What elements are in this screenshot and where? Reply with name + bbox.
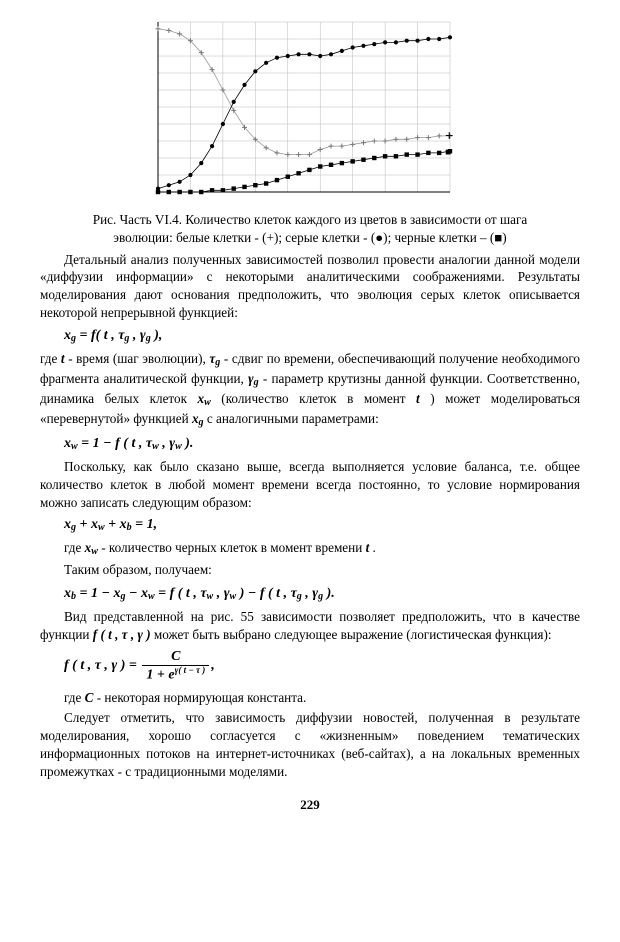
chart-figure: +■	[40, 14, 580, 209]
eq5-end: ,	[211, 658, 215, 673]
svg-text:+: +	[445, 127, 453, 143]
eq4-g: , γ	[302, 586, 318, 601]
eq2-sub2: w	[152, 441, 159, 452]
eq4-end: ).	[323, 586, 335, 601]
eq4-f: ) − f ( t , τ	[236, 586, 297, 601]
eq4-c-sub: w	[148, 591, 155, 602]
equation-4: xb = 1 − xg − xw = f ( t , τw , γw ) − f…	[64, 584, 580, 604]
eq2-x: x	[64, 436, 71, 451]
eq5-frac: C1 + eγ( t − τ )	[142, 649, 209, 682]
eq3-plus2: + x	[105, 517, 127, 532]
eq3-a: x	[64, 517, 71, 532]
w3a: где	[64, 540, 85, 555]
eq2-mid2: , γ	[159, 436, 175, 451]
equation-1: xg = f( t , τg , γg ),	[64, 326, 580, 346]
paragraph-3: Таким образом, получаем:	[64, 561, 580, 579]
w3b: - количество черных клеток в момент врем…	[98, 540, 366, 555]
w3c: .	[369, 540, 376, 555]
page-number: 229	[40, 797, 580, 813]
eq2-sub3: w	[175, 441, 182, 452]
figure-caption: Рис. Часть VI.4. Количество клеток каждо…	[40, 211, 580, 247]
w1e: (количество клеток в момент	[211, 391, 416, 406]
equation-2: xw = 1 − f ( t , τw , γw ).	[64, 434, 580, 454]
w1-xg: x	[192, 411, 199, 426]
caption-line1: Рис. Часть VI.4. Количество клеток каждо…	[93, 212, 528, 227]
equation-5: f ( t , τ , γ ) = C1 + eγ( t − τ ),	[64, 649, 580, 682]
eq5-den: 1 + eγ( t − τ )	[142, 666, 209, 683]
chart-svg: +■	[140, 14, 480, 204]
eq2-sub: w	[71, 441, 78, 452]
eq3-end: = 1,	[132, 517, 157, 532]
eq2-end: ).	[182, 436, 194, 451]
eq1-eq: = f	[76, 328, 96, 343]
paragraph-2: Поскольку, как было сказано выше, всегда…	[40, 458, 580, 511]
eq5-left: f ( t , τ , γ ) =	[64, 658, 140, 673]
eq1-close: ),	[151, 328, 163, 343]
where-5: где C - некоторая нормирующая константа.	[64, 689, 580, 707]
eq1-x: x	[64, 328, 71, 343]
eq4-a: x	[64, 586, 71, 601]
paragraph-5: Следует отметить, что зависимость диффуз…	[40, 709, 580, 780]
eq5-den-a: 1 + e	[146, 667, 174, 682]
eq3-b-sub: w	[98, 522, 105, 533]
eq1-args2: , γ	[129, 328, 145, 343]
svg-text:■: ■	[445, 147, 451, 158]
w1g: с аналогичными параметрами:	[204, 411, 379, 426]
eq3-plus1: + x	[76, 517, 98, 532]
eq4-c: − x	[125, 586, 147, 601]
where-3: где xw - количество черных клеток в моме…	[64, 539, 580, 559]
p4b: может быть выбрано следующее выражение (…	[151, 627, 552, 642]
eq1-args: ( t , τ	[96, 328, 125, 343]
caption-line2: эволюции: белые клетки - (+); серые клет…	[113, 230, 506, 245]
equation-3: xg + xw + xb = 1,	[64, 515, 580, 535]
eq5-num: C	[142, 649, 209, 665]
where-1: где t - время (шаг эволюции), τg - сдвиг…	[40, 350, 580, 430]
w1b: - время (шаг эволюции),	[65, 351, 210, 366]
w5b: - некоторая нормирующая константа.	[93, 690, 306, 705]
eq5-den-sup: γ( t − τ )	[175, 665, 206, 675]
eq4-e: , γ	[213, 586, 229, 601]
w3-xw-sub: w	[91, 546, 98, 557]
paragraph-4: Вид представленной на рис. 55 зависимост…	[40, 608, 580, 644]
paragraph-1: Детальный анализ полученных зависимостей…	[40, 251, 580, 322]
eq4-d: = f ( t , τ	[155, 586, 207, 601]
p4-f: f ( t , τ , γ )	[93, 627, 151, 642]
w1-xw-sub: w	[204, 397, 211, 408]
eq4-b: = 1 − x	[76, 586, 120, 601]
page: +■ Рис. Часть VI.4. Количество клеток ка…	[0, 0, 620, 833]
eq2-mid: = 1 − f ( t , τ	[78, 436, 152, 451]
w1a: где	[40, 351, 61, 366]
w5a: где	[64, 690, 85, 705]
